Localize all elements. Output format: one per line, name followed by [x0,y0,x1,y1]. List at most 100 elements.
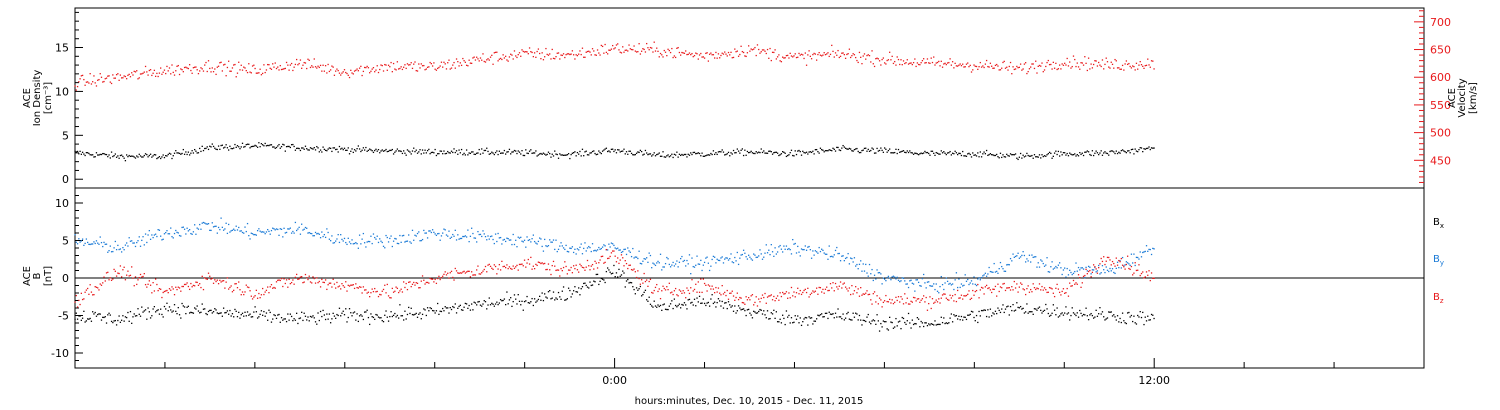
by-point [1071,273,1073,276]
velocity-point [698,54,701,56]
bz-point [860,287,862,289]
bz-point [272,287,274,289]
by-point [319,237,322,239]
density-point [532,152,534,154]
by-point [225,222,227,224]
bx-point [132,316,134,318]
bz-point [871,303,873,305]
velocity-point [1150,60,1153,62]
density-point [1132,148,1134,150]
density-point [758,151,760,153]
bx-point [134,315,137,317]
bz-point [917,298,920,300]
by-point [697,263,699,265]
bx-point [399,304,401,306]
bz-point [455,270,458,272]
bz-point [687,289,689,292]
density-point [593,150,595,152]
bz-point [93,294,95,296]
bx-point [516,303,518,305]
bz-point [1050,287,1052,289]
by-point [998,268,1000,270]
bx-point [891,321,893,324]
bx-point [180,317,182,319]
velocity-point [983,66,985,69]
density-point [944,152,946,154]
bz-point [226,277,229,279]
b-tick-label: -10 [51,347,69,360]
density-point [627,153,629,155]
bx-point [703,302,706,305]
by-point [1065,276,1067,278]
by-point [256,229,259,232]
bz-point [212,282,215,284]
bx-point [697,301,699,303]
velocity-point [332,66,334,68]
bz-point [478,273,480,275]
by-point [950,284,953,286]
density-point [900,151,902,153]
bz-point [442,275,444,277]
velocity-point [940,60,942,62]
velocity-point [1061,63,1063,65]
bz-point [108,279,110,281]
bz-point [779,292,781,294]
velocity-point [389,66,391,68]
by-point [810,257,813,259]
bz-point [1086,273,1088,275]
velocity-point [875,58,877,60]
velocity-point [112,74,114,76]
bx-point [813,320,815,322]
density-point [1021,157,1023,159]
bz-point [219,279,221,281]
density-point [148,154,150,157]
density-point [566,154,568,156]
bx-point [450,308,453,311]
bx-point [824,312,827,315]
density-point [338,145,341,148]
bx-point [599,280,601,282]
density-point [165,155,167,157]
bx-point [659,304,662,307]
density-point [231,148,234,150]
bz-point [834,282,837,285]
bz-point [207,272,210,274]
bz-point [401,291,404,293]
by-point [1113,271,1115,274]
bx-point [123,320,125,322]
density-point [839,149,842,152]
bz-point [78,299,80,302]
velocity-point [695,52,697,54]
bz-point [382,288,385,291]
density-point [285,146,288,148]
by-point [400,241,402,243]
bz-point [484,265,487,268]
bz-point [160,288,162,290]
bz-point [1051,288,1053,290]
density-point [960,154,963,157]
density-point [225,144,227,146]
by-point [967,278,969,281]
bz-point [1111,260,1114,263]
bx-point [205,312,207,315]
bz-point [855,286,857,288]
by-point [839,260,842,262]
bz-point [289,283,291,285]
bz-point [919,301,921,303]
by-point [303,228,305,230]
velocity-point [141,73,143,75]
velocity-point [954,62,956,65]
density-point [119,154,122,157]
density-point [774,151,776,154]
by-point [865,263,867,266]
by-point [211,222,213,224]
by-point [1017,252,1019,254]
bz-point [793,291,795,293]
bx-point [97,313,99,316]
density-point [299,149,302,152]
bx-point [559,296,561,298]
velocity-point [593,50,595,52]
bx-point [527,301,529,304]
bz-point [502,265,504,268]
density-point [449,152,451,154]
